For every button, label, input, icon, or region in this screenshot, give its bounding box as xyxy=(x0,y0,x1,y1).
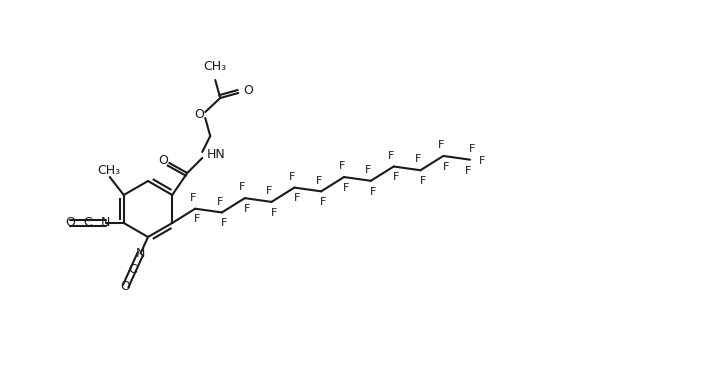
Text: F: F xyxy=(320,197,327,207)
Text: F: F xyxy=(443,162,449,172)
Text: HN: HN xyxy=(207,147,226,161)
Text: F: F xyxy=(221,218,227,228)
Text: F: F xyxy=(393,172,399,182)
Text: O: O xyxy=(65,217,74,230)
Text: F: F xyxy=(289,172,295,182)
Text: F: F xyxy=(240,182,246,192)
Text: F: F xyxy=(388,151,395,161)
Text: CH₃: CH₃ xyxy=(204,60,227,73)
Text: F: F xyxy=(343,183,350,193)
Text: F: F xyxy=(244,204,250,214)
Text: F: F xyxy=(266,186,272,196)
Text: O: O xyxy=(243,84,253,98)
Text: O: O xyxy=(158,154,168,167)
Text: F: F xyxy=(370,187,376,197)
Text: F: F xyxy=(365,165,372,175)
Text: C: C xyxy=(84,217,92,230)
Text: O: O xyxy=(194,109,204,121)
Text: F: F xyxy=(189,193,196,203)
Text: F: F xyxy=(270,208,277,218)
Text: F: F xyxy=(217,197,223,207)
Text: O: O xyxy=(121,280,131,293)
Text: F: F xyxy=(465,166,472,175)
Text: N: N xyxy=(136,247,145,260)
Text: F: F xyxy=(479,156,485,166)
Text: F: F xyxy=(438,140,444,150)
Text: F: F xyxy=(316,175,322,185)
Text: F: F xyxy=(194,214,201,225)
Text: N: N xyxy=(101,217,110,230)
Text: CH₃: CH₃ xyxy=(97,164,120,177)
Text: C: C xyxy=(129,263,137,276)
Text: F: F xyxy=(415,154,421,164)
Text: F: F xyxy=(420,176,426,186)
Text: F: F xyxy=(339,161,345,171)
Text: F: F xyxy=(468,144,475,154)
Text: F: F xyxy=(294,194,300,204)
